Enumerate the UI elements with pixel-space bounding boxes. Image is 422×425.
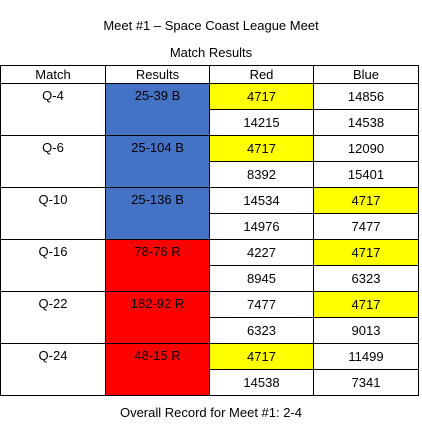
blue-team-number: 7341	[313, 369, 419, 396]
match-id: Q-22	[0, 291, 106, 344]
page-title: Meet #1 – Space Coast League Meet	[103, 18, 319, 33]
table-row: 8392 15401	[1, 161, 419, 188]
red-team-number: 14976	[209, 213, 314, 240]
header-match: Match	[0, 65, 106, 84]
match-id: Q-4	[0, 83, 106, 136]
blue-team-number: 14538	[313, 109, 419, 136]
header-row: Match Results Red Blue	[0, 65, 419, 84]
red-team-number: 14215	[209, 109, 314, 136]
blue-team-number: 15401	[313, 161, 419, 188]
match-result: 48-15 R	[105, 343, 210, 396]
table-row: Q-22 182-92 R 7477 4717	[0, 291, 419, 344]
results-body: Q-4 25-39 B 4717 14856 14215 14538 Q-6 25-104 B…	[0, 83, 419, 396]
header-results: Results	[105, 65, 210, 84]
match-results-table: Match Results Red Blue Q-4 25-39 B 4717 148…	[0, 65, 419, 396]
match-result: 25-136 B	[105, 187, 210, 240]
blue-team-number: 7477	[313, 213, 419, 240]
match-id: Q-6	[0, 135, 106, 188]
table-row: 14538 7341	[1, 369, 419, 396]
blue-team-number: 4717	[313, 239, 419, 266]
red-team-number: 6323	[209, 317, 314, 344]
match-result: 182-92 R	[105, 291, 210, 344]
red-team-number: 4717	[209, 135, 314, 162]
blue-team-number: 4717	[313, 187, 419, 214]
red-team-number: 4227	[209, 239, 314, 266]
table-row: Q-4 25-39 B 4717 14856	[0, 83, 419, 136]
blue-team-number: 9013	[313, 317, 419, 344]
red-team-number: 8945	[209, 265, 314, 292]
match-id: Q-10	[0, 187, 106, 240]
table-row: 14215 14538	[1, 109, 419, 136]
red-team-number: 4717	[209, 343, 314, 370]
red-team-number: 4717	[209, 83, 314, 110]
match-result: 25-104 B	[105, 135, 210, 188]
red-team-number: 7477	[209, 291, 314, 318]
red-team-number: 8392	[209, 161, 314, 188]
table-row: 14976 7477	[1, 213, 419, 240]
blue-team-number: 14856	[313, 83, 419, 110]
table-row: Q-10 25-136 B 14534 4717	[0, 187, 419, 240]
match-result: 78-76 R	[105, 239, 210, 292]
red-team-number: 14534	[209, 187, 314, 214]
blue-team-number: 12090	[313, 135, 419, 162]
blue-team-number: 11499	[313, 343, 419, 370]
table-row: 8945 6323	[1, 265, 419, 292]
match-result: 25-39 B	[105, 83, 210, 136]
header-blue: Blue	[313, 65, 419, 84]
table-row: Q-6 25-104 B 4717 12090	[0, 135, 419, 188]
page-subtitle: Match Results	[169, 45, 253, 60]
table-row: Q-24 48-15 R 4717 11499	[0, 343, 419, 396]
table-row: Q-16 78-76 R 4227 4717	[0, 239, 419, 292]
red-team-number: 14538	[209, 369, 314, 396]
overall-record: Overall Record for Meet #1: 2-4	[119, 405, 303, 420]
header-red: Red	[209, 65, 314, 84]
match-id: Q-24	[0, 343, 106, 396]
blue-team-number: 6323	[313, 265, 419, 292]
match-id: Q-16	[0, 239, 106, 292]
table-row: 6323 9013	[1, 317, 419, 344]
blue-team-number: 4717	[313, 291, 419, 318]
